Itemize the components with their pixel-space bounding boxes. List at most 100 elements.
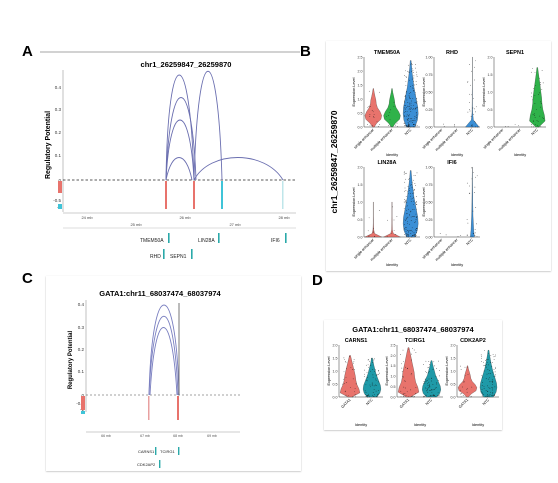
violin-point — [460, 365, 461, 367]
violin-point — [491, 379, 493, 381]
violin-point — [409, 223, 410, 225]
violin-point — [377, 125, 379, 127]
violin-point — [413, 233, 415, 235]
violin-point — [481, 392, 483, 394]
violin-point — [427, 372, 429, 374]
violin-point — [533, 121, 534, 122]
ytick: 0.3 — [55, 107, 62, 112]
violin-point — [433, 361, 435, 363]
violin-point — [466, 234, 468, 236]
ytick: 0.4 — [78, 302, 85, 307]
violin-point — [428, 381, 430, 383]
violin-point — [405, 395, 407, 396]
violin-point — [543, 118, 544, 119]
violin-point — [415, 124, 417, 126]
violin-point — [542, 117, 543, 119]
violin-point — [423, 382, 425, 384]
violin-point — [414, 233, 416, 235]
violin-point — [412, 122, 414, 123]
violin-point — [407, 233, 408, 235]
panel-c-title: GATA1:chr11_68037474_68037974 — [99, 289, 221, 298]
violin-point — [538, 77, 540, 79]
violin-point — [437, 392, 439, 394]
violin-point — [401, 370, 403, 372]
violin-ytick: 0.0 — [358, 125, 363, 129]
violin-point — [373, 358, 375, 360]
violin-point — [379, 91, 380, 93]
violin-ytick: 2.0 — [451, 343, 456, 347]
violin-point — [426, 390, 427, 392]
violin-point — [425, 370, 426, 372]
violin-point — [373, 116, 374, 117]
violin-point — [471, 125, 473, 126]
arc — [148, 304, 180, 396]
violin-point — [410, 107, 412, 109]
violin-ylabel: Expression Level — [352, 187, 356, 216]
violin-xlabel: Identity — [386, 153, 398, 157]
violin-point — [345, 394, 347, 396]
violin-point — [492, 395, 493, 396]
gene-label: RHD — [150, 254, 161, 260]
violin-point — [367, 106, 369, 108]
violin-point — [518, 124, 520, 126]
violin-point — [477, 126, 478, 128]
violin-point — [494, 371, 496, 373]
violin-point — [405, 230, 407, 232]
violin-point — [371, 384, 373, 386]
violin-point — [413, 72, 414, 73]
violin-point — [368, 236, 370, 237]
gene-label: CDK2AP2 — [137, 462, 156, 467]
violin-point — [533, 88, 535, 89]
violin-point — [428, 395, 430, 397]
violin-point — [373, 228, 374, 230]
violin-ytick: 0.5 — [358, 111, 363, 115]
violin-point — [443, 125, 445, 127]
violin-point — [372, 376, 374, 378]
violin-ytick: 1.00 — [426, 55, 433, 59]
violin-point — [367, 124, 368, 125]
violin-point — [343, 357, 345, 359]
violin-ytick: 2.0 — [358, 69, 363, 73]
violin-ytick: 0.25 — [426, 108, 433, 112]
violin-point — [428, 370, 430, 372]
violin-ytick: 0.00 — [426, 235, 433, 239]
violin-point — [492, 387, 493, 389]
violin-point — [430, 389, 431, 391]
violin-point — [404, 111, 405, 113]
violin-point — [342, 378, 344, 380]
violin-point — [365, 384, 367, 386]
gene-mark — [168, 233, 170, 243]
violin-point — [404, 100, 405, 102]
peak-bar — [221, 181, 223, 209]
violin-point — [410, 389, 412, 391]
violin-point — [406, 234, 407, 236]
violin-ytick: 0.75 — [426, 183, 433, 187]
violin-point — [378, 390, 379, 392]
violin-point — [475, 207, 477, 208]
violin-point — [391, 232, 393, 234]
xtick: 68 mb — [173, 434, 183, 438]
violin-point — [492, 393, 494, 395]
gene-label: TCIRG1 — [160, 449, 175, 454]
violin-point — [490, 381, 492, 383]
violin-point — [466, 182, 468, 184]
violin-point — [471, 386, 473, 388]
violin-point — [410, 210, 412, 212]
violin-point — [416, 101, 418, 103]
violin-point — [414, 222, 415, 224]
violin-point — [407, 122, 409, 123]
violin-point — [372, 369, 374, 371]
gene-mark — [178, 447, 180, 455]
violin-shape — [397, 347, 420, 398]
violin-point — [403, 207, 405, 209]
violin-point — [413, 108, 415, 109]
violin-title: SEPN1 — [506, 50, 524, 56]
panel-c-letter: C — [22, 270, 33, 287]
violin-point — [469, 64, 470, 65]
violin-point — [395, 234, 397, 235]
violin-point — [425, 387, 426, 389]
violin-ytick: 1.0 — [358, 97, 363, 101]
violin-point — [404, 380, 406, 382]
violin-point — [354, 388, 356, 390]
peak-bar — [177, 396, 179, 420]
